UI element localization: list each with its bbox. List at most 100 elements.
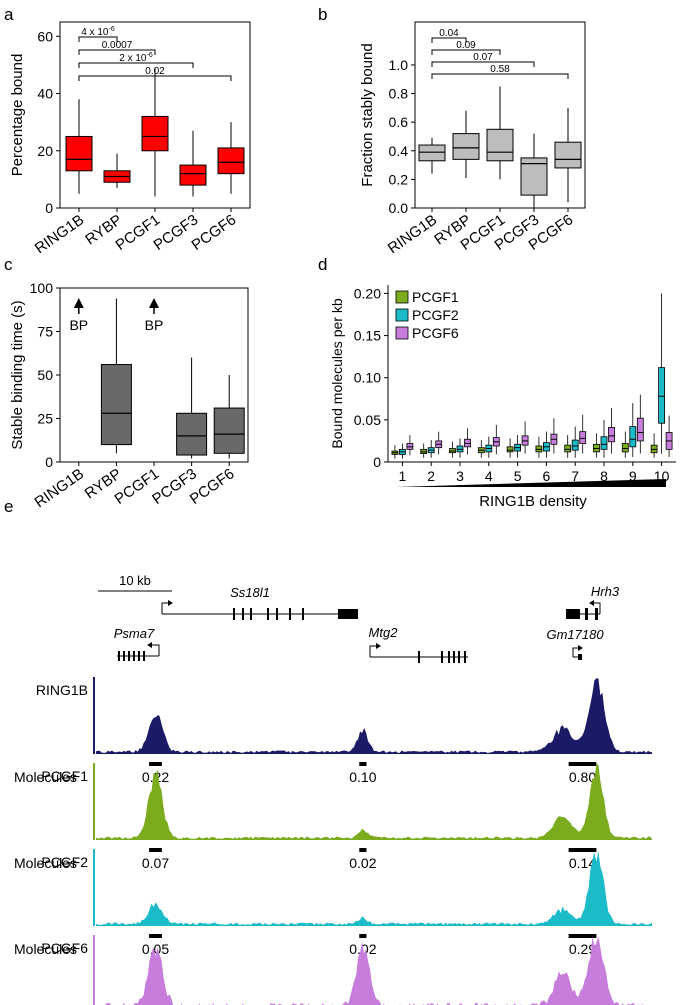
p-value-main: 0.02 (145, 66, 165, 77)
p-value-label: 0.58 (490, 64, 510, 75)
p-value-label: 0.07 (473, 52, 493, 63)
tss-arrow-icon (572, 647, 580, 657)
exon (250, 608, 252, 620)
region-bar (568, 934, 597, 938)
box-pcgf6-9 (636, 417, 644, 442)
exon-utr (566, 609, 580, 619)
exon (128, 651, 130, 661)
molecules-value: 0.80 (569, 769, 596, 785)
tss-arrow-icon (161, 602, 170, 614)
x-tick-label: RING1B (32, 211, 88, 257)
gene-label-psma7: Psma7 (114, 626, 155, 641)
x-tick-label: 7 (571, 468, 579, 484)
signal-pcgf1 (96, 764, 652, 840)
molecules-value: 0.02 (349, 855, 376, 871)
annotation-label: BP (69, 317, 88, 333)
box-pcgf2-7 (571, 439, 579, 451)
y-tick-label: 75 (37, 324, 53, 340)
significance-bracket (431, 73, 569, 79)
p-value-exponent: -6 (109, 26, 115, 33)
y-tick-label: 0.10 (354, 370, 381, 386)
x-tick-label: RING1B (32, 465, 88, 511)
track-label: RING1B (36, 682, 88, 698)
molecules-value: 0.29 (569, 941, 596, 957)
molecules-row-label: Molecules (14, 855, 77, 871)
significance-bracket (78, 62, 194, 68)
legend-swatch-pcgf6 (395, 326, 409, 340)
box-ring1b (418, 144, 446, 162)
panel-letter-d: d (318, 255, 327, 274)
y-axis-label: Percentage bound (9, 54, 26, 177)
y-tick-label: 0.20 (354, 285, 381, 301)
tss-arrowhead-icon (589, 600, 594, 606)
exon (578, 654, 582, 660)
density-wedge (396, 479, 666, 487)
y-tick-label: 0.05 (354, 412, 381, 428)
y-tick-label: 0.8 (389, 86, 409, 102)
y-tick-label: 0.15 (354, 328, 381, 344)
molecules-value: 0.14 (569, 855, 596, 871)
box-pcgf3 (176, 412, 208, 456)
p-value-exponent: -6 (147, 52, 153, 59)
signal-pcgf2 (96, 851, 652, 926)
box-pcgf6 (554, 141, 582, 169)
y-tick-label: 20 (37, 143, 53, 159)
molecules-value: 0.10 (349, 769, 376, 785)
exon (143, 651, 145, 661)
y-tick-label: 50 (37, 367, 53, 383)
x-tick-label: 6 (543, 468, 551, 484)
region-bar (568, 762, 597, 766)
y-tick-label: 0 (373, 454, 381, 470)
exon (276, 608, 278, 620)
p-value-main: 0.58 (490, 64, 510, 75)
box-pcgf3 (179, 164, 207, 186)
box-pcgf1-9 (621, 443, 629, 453)
significance-bracket (78, 36, 118, 42)
box-pcgf6 (213, 407, 245, 454)
exon (418, 651, 420, 663)
exon (453, 651, 455, 663)
tss-arrow-icon (592, 602, 601, 614)
y-tick-label: 25 (37, 411, 53, 427)
p-value-label: 0.04 (439, 28, 459, 39)
exon (233, 608, 235, 620)
exon (123, 651, 125, 661)
y-axis-label: Stable binding time (s) (9, 300, 26, 449)
arrow-up-icon (149, 298, 159, 308)
p-value-main: 0.04 (439, 28, 459, 39)
exon (595, 608, 598, 620)
tss-arrowhead-icon (376, 643, 381, 649)
scale-bar-label: 10 kb (119, 573, 151, 588)
box-pcgf6-8 (608, 427, 615, 443)
exon (267, 608, 269, 620)
x-tick-label: 2 (427, 468, 435, 484)
y-tick-label: 40 (37, 86, 53, 102)
region-bar (568, 848, 597, 852)
p-value-main: 0.0007 (102, 40, 133, 51)
box-pcgf2-9 (629, 426, 637, 448)
arrow-up-icon (73, 298, 84, 308)
y-tick-label: 0 (45, 200, 53, 216)
p-value-label: 4 x 10-6 (81, 26, 115, 38)
exon (441, 651, 443, 663)
box-ring1b (65, 135, 93, 172)
x-tick-label: 4 (485, 468, 493, 484)
exon (118, 651, 120, 661)
p-value-label: 2 x 10-6 (119, 52, 153, 64)
x-tick-label: 3 (456, 468, 464, 484)
y-tick-label: 1.0 (389, 57, 409, 73)
legend-swatch-pcgf1 (395, 290, 409, 304)
x-tick-label: 9 (629, 468, 637, 484)
box-pcgf1 (486, 128, 514, 162)
exon (458, 651, 460, 663)
x-tick-label: 8 (600, 468, 608, 484)
box-rybp (452, 133, 480, 160)
exon (302, 608, 304, 620)
p-value-main: 2 x 10 (119, 53, 147, 64)
track-label: PCGF6 (41, 940, 88, 956)
y-tick-label: 0 (45, 454, 53, 470)
region-bar (359, 934, 367, 938)
legend-label: PCGF6 (412, 325, 459, 341)
